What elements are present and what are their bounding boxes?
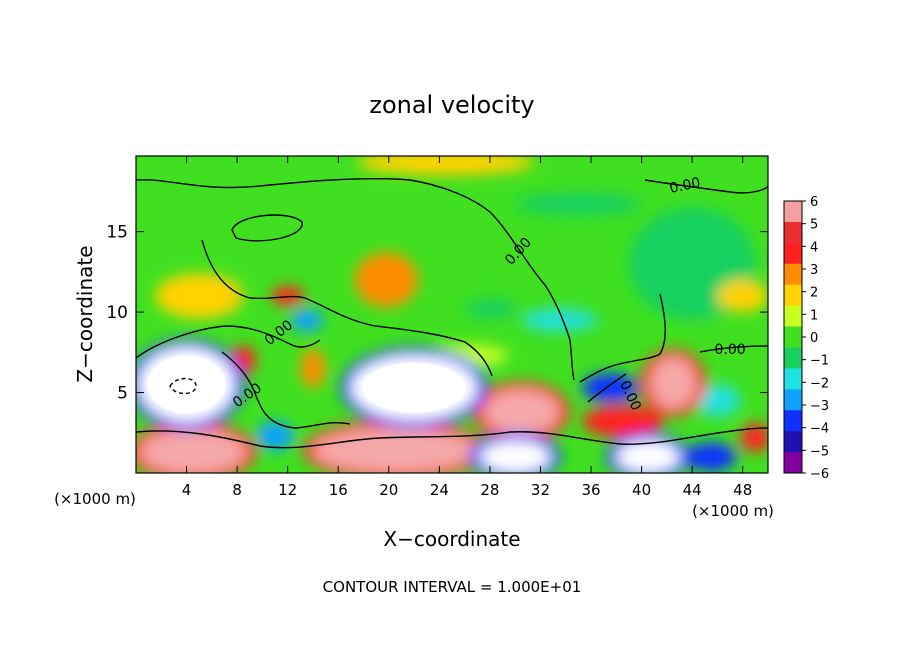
plot-frame [135, 155, 769, 474]
colorbar-label: 0 [810, 331, 818, 346]
x-tick-label: 4 [182, 481, 192, 499]
colorbar-swatch [784, 368, 802, 390]
y-axis-label: Z−coordinate [73, 245, 97, 382]
heatmap-blob [154, 273, 244, 319]
colorbar-swatch [784, 201, 802, 223]
x-tick-label: 32 [531, 481, 550, 499]
colorbar-swatch [784, 284, 802, 307]
heatmap-blob [312, 427, 478, 473]
x-tick-label: 24 [430, 481, 449, 499]
contour-line [136, 325, 321, 359]
heatmap-blob [521, 308, 598, 332]
x-tick-label: 44 [683, 481, 702, 499]
heatmap-core [362, 362, 466, 413]
heatmap-blob [300, 349, 326, 388]
x-tick-label: 8 [232, 481, 242, 499]
colorbar-swatch [784, 452, 802, 474]
y-tick-label: 10 [106, 303, 128, 323]
x-unit-right: (×1000 m) [692, 502, 774, 520]
heatmap-blob [685, 442, 737, 472]
colorbar-label: 2 [810, 286, 818, 301]
colorbar-swatch [784, 410, 802, 432]
colorbar-swatch [784, 221, 802, 244]
heatmap-blob [694, 384, 741, 417]
colorbar-label: −3 [810, 399, 829, 414]
colorbar: 6 5 4 3 2 1 0 −1 −2 −3 −4 −5 −6 [783, 195, 829, 482]
heatmap-blob [354, 252, 418, 308]
x-axis-label: X−coordinate [383, 527, 520, 551]
colorbar-label: 5 [810, 218, 818, 233]
contour-line [699, 345, 768, 353]
y-axis-ticks: 5 10 15 [106, 223, 768, 404]
heatmap-blob [582, 405, 664, 438]
x-tick-label: 20 [379, 481, 398, 499]
contour-line [136, 427, 768, 449]
contour-line [644, 179, 768, 194]
colorbar-swatch [784, 263, 802, 286]
colorbar-label: −1 [810, 354, 829, 369]
contour-line [221, 351, 351, 429]
heatmap-blob [515, 193, 642, 216]
heatmap-blob [740, 423, 768, 453]
x-tick-label: 36 [581, 481, 600, 499]
contour-line [231, 214, 303, 242]
colorbar-swatch [784, 389, 802, 411]
colorbar-label: 4 [810, 240, 818, 255]
heatmap-blob [256, 421, 294, 451]
x-unit-left: (×1000 m) [54, 490, 136, 508]
heatmap-blob [357, 156, 535, 176]
y-tick-label: 5 [117, 384, 128, 404]
y-tick-label: 15 [106, 223, 128, 243]
contour-line [136, 177, 575, 381]
heatmap-core [147, 355, 226, 414]
colorbar-swatch [784, 242, 802, 265]
contour-line [587, 373, 627, 403]
x-tick-label: 12 [278, 481, 297, 499]
colorbar-label: 3 [810, 263, 818, 278]
x-tick-label: 48 [733, 481, 752, 499]
colorbar-label: 6 [810, 195, 818, 210]
contour-interval-note: CONTOUR INTERVAL = 1.000E+01 [323, 578, 582, 596]
colorbar-swatch [784, 305, 802, 328]
colorbar-label: −4 [810, 422, 829, 437]
contour-label: 0.00 [714, 342, 745, 358]
x-tick-label: 40 [632, 481, 651, 499]
colorbar-swatch [784, 347, 802, 369]
heatmap-blob [717, 279, 768, 313]
x-axis-ticks: 4 8 12 16 20 24 28 32 36 40 44 48 [182, 156, 752, 499]
chart-title: zonal velocity [369, 91, 534, 119]
colorbar-label: −2 [810, 376, 829, 391]
heatmap-blob [290, 308, 324, 332]
x-tick-label: 16 [329, 481, 348, 499]
contour-line [169, 377, 197, 395]
colorbar-label: −6 [810, 467, 829, 482]
colorbar-swatch [784, 431, 802, 453]
heatmap-blob [479, 440, 551, 473]
heatmap-blob [616, 440, 680, 473]
heatmap-blob [464, 299, 516, 319]
x-tick-label: 28 [480, 481, 499, 499]
colorbar-label: −5 [810, 444, 829, 459]
contour-line [579, 293, 666, 383]
colorbar-label: 1 [810, 308, 818, 323]
contour-line [201, 239, 493, 377]
heatmap-blob [271, 286, 305, 306]
heatmap-blob [483, 389, 560, 435]
colorbar-swatch [784, 326, 802, 348]
heatmap-blob [139, 429, 246, 473]
zero-contours [136, 177, 768, 449]
contour-label: 0.00 [668, 175, 702, 197]
heatmap-blob [650, 357, 696, 409]
